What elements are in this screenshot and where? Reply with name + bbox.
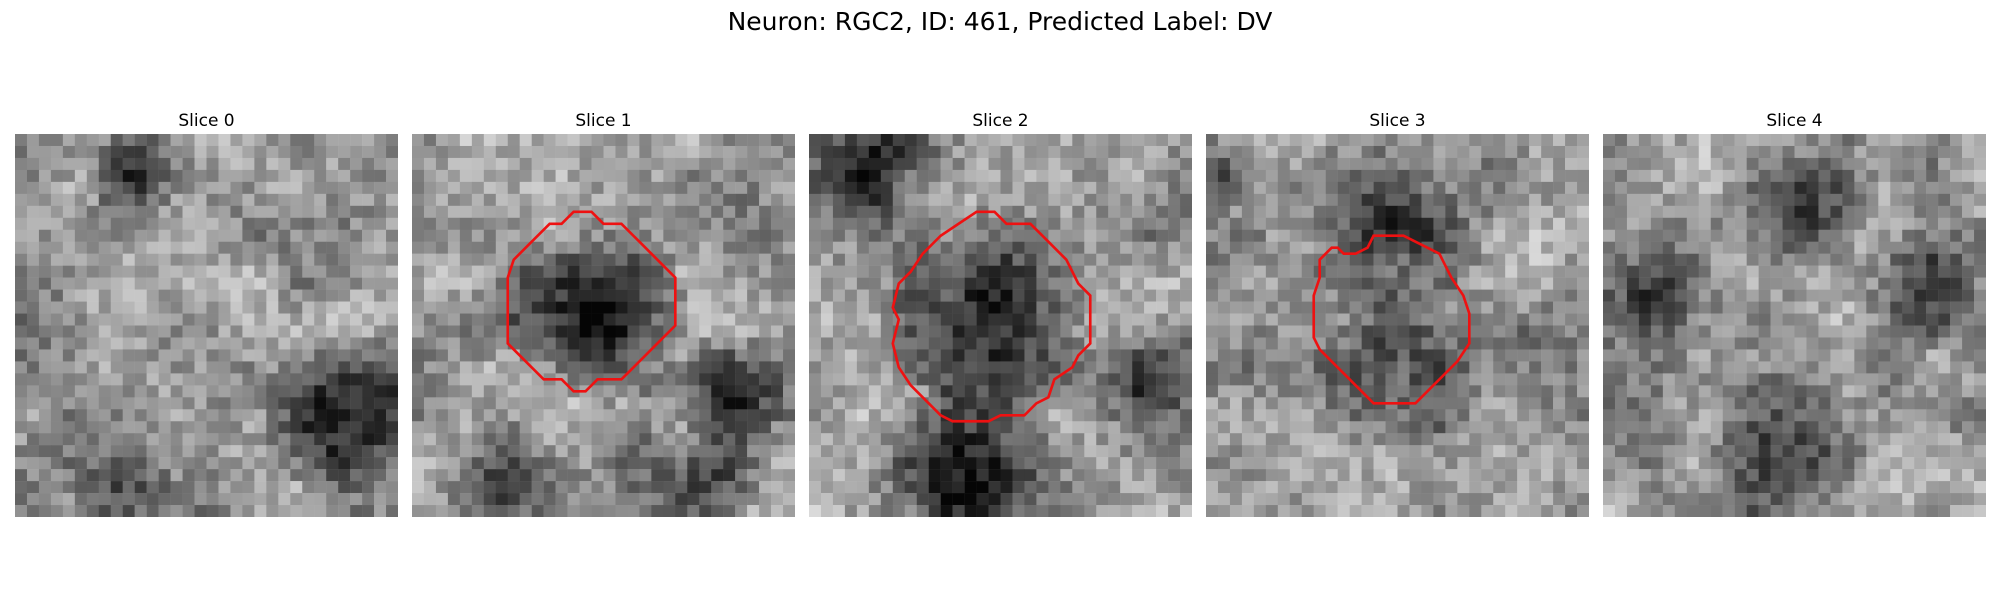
segmentation-contour [506, 210, 677, 393]
slice-title-0: Slice 0 [178, 111, 235, 131]
slice-title-4: Slice 4 [1766, 111, 1823, 131]
slice-panel-2: Slice 2 [809, 108, 1192, 517]
slice-title-3: Slice 3 [1369, 111, 1426, 131]
slice-title-2: Slice 2 [972, 111, 1029, 131]
slice-image-0 [15, 134, 398, 517]
slice-image-3 [1206, 134, 1589, 517]
segmentation-contour [1312, 234, 1471, 405]
slice-panel-3: Slice 3 [1206, 108, 1589, 517]
slice-panel-4: Slice 4 [1603, 108, 1986, 517]
slice-title-1: Slice 1 [575, 111, 632, 131]
slice-image-2 [809, 134, 1192, 517]
segmentation-contour [891, 210, 1092, 423]
slice-panel-0: Slice 0 [15, 108, 398, 517]
slice-image-4 [1603, 134, 1986, 517]
figure-title: Neuron: RGC2, ID: 461, Predicted Label: … [727, 7, 1273, 36]
slice-image-1 [412, 134, 795, 517]
slice-panel-1: Slice 1 [412, 108, 795, 517]
